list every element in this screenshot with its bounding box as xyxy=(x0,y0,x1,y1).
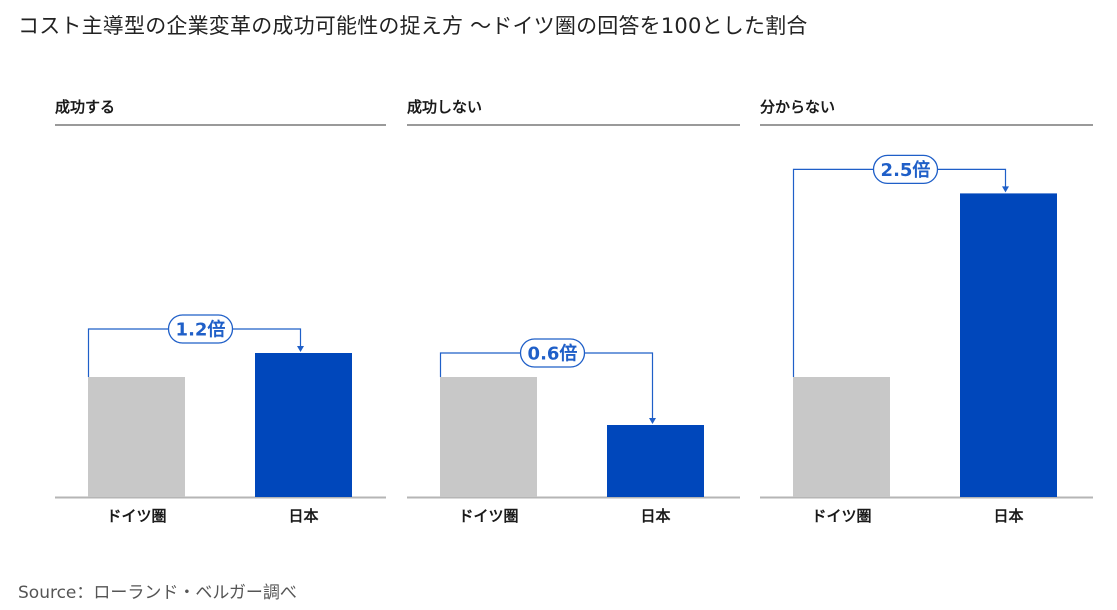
category-label: 日本 xyxy=(640,507,670,525)
panel-header-unknown: 分からない xyxy=(760,96,1093,126)
bar-germany xyxy=(793,377,890,497)
source-note: Source：ローランド・ベルガー調べ xyxy=(18,583,297,603)
ratio-label: 2.5倍 xyxy=(881,159,931,181)
bar-germany xyxy=(440,377,537,497)
panel-title-success: 成功する xyxy=(55,98,116,116)
category-label: ドイツ圏 xyxy=(811,507,871,525)
panel-title-unknown: 分からない xyxy=(760,98,836,116)
bar-japan xyxy=(960,193,1057,497)
panel-title-failure: 成功しない xyxy=(407,98,483,116)
bar-japan xyxy=(607,425,704,497)
category-label: 日本 xyxy=(288,507,318,525)
category-label: 日本 xyxy=(993,507,1023,525)
panel-0: ドイツ圏 日本 1.2倍 xyxy=(55,314,386,525)
ratio-label: 1.2倍 xyxy=(176,319,226,341)
ratio-arrow xyxy=(1002,186,1009,193)
category-label: ドイツ圏 xyxy=(106,507,166,525)
ratio-badge xyxy=(167,314,234,344)
panel-header-failure: 成功しない xyxy=(407,96,740,126)
bar-germany xyxy=(88,377,185,497)
ratio-badge xyxy=(872,154,939,185)
ratio-badge xyxy=(519,338,586,368)
panel-2: ドイツ圏 日本 2.5倍 xyxy=(760,154,1093,525)
ratio-label: 0.6倍 xyxy=(528,343,578,365)
page-title: コスト主導型の企業変革の成功可能性の捉え方 ～ドイツ圏の回答を100とした割合 xyxy=(18,14,808,38)
panel-header-success: 成功する xyxy=(55,96,386,126)
bar-japan xyxy=(255,353,352,497)
ratio-arrow xyxy=(649,418,656,424)
panel-1: ドイツ圏 日本 0.6倍 xyxy=(407,338,740,525)
category-label: ドイツ圏 xyxy=(458,507,518,525)
ratio-arrow xyxy=(297,346,304,352)
